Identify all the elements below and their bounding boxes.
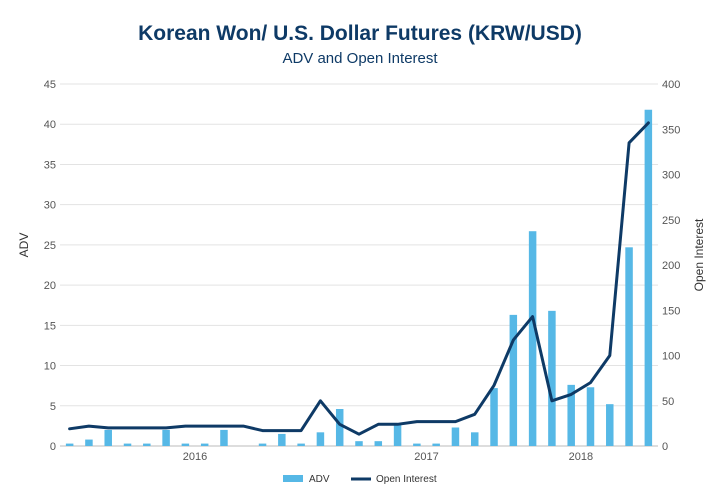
right-axis-title: Open Interest	[692, 218, 706, 291]
right-tick-label: 300	[662, 170, 680, 182]
right-tick-label: 0	[662, 441, 668, 453]
left-tick-label: 25	[44, 240, 56, 252]
adv-bar	[143, 443, 151, 446]
left-tick-label: 40	[44, 119, 56, 131]
adv-bar	[509, 314, 518, 446]
adv-bar	[490, 388, 498, 446]
adv-bar	[586, 387, 595, 446]
left-tick-label: 15	[44, 320, 56, 332]
right-tick-label: 250	[662, 215, 680, 227]
gridlines	[60, 83, 658, 447]
left-axis-ticks: 0 5 10 15 20 25 30 35 40 45	[44, 79, 56, 453]
right-tick-label: 100	[662, 351, 680, 363]
adv-bar	[220, 429, 228, 446]
adv-bar	[200, 443, 209, 446]
right-tick-label: 150	[662, 305, 680, 317]
left-tick-label: 20	[44, 280, 56, 292]
adv-bar	[606, 404, 614, 446]
adv-bar	[297, 443, 305, 446]
adv-bar	[528, 231, 537, 446]
legend: ADV Open Interest	[283, 474, 437, 485]
adv-bar	[316, 432, 325, 446]
left-tick-label: 0	[50, 441, 56, 453]
adv-bar	[104, 429, 112, 446]
chart-subtitle: ADV and Open Interest	[282, 50, 438, 67]
adv-bar	[432, 443, 440, 446]
adv-bar	[567, 384, 575, 446]
adv-bar	[625, 247, 633, 446]
adv-bar	[258, 443, 267, 446]
x-tick-label: 2017	[414, 451, 438, 463]
adv-bar	[181, 443, 190, 446]
x-tick-label: 2016	[183, 451, 207, 463]
left-axis-title: ADV	[17, 233, 31, 258]
legend-label-open-interest: Open Interest	[376, 474, 437, 485]
left-tick-label: 10	[44, 361, 56, 373]
left-tick-label: 30	[44, 200, 56, 212]
adv-bar	[413, 443, 421, 446]
adv-bar	[85, 439, 93, 446]
adv-bars	[65, 109, 653, 447]
open-interest-line-group	[68, 121, 650, 436]
adv-bar	[123, 443, 132, 446]
x-tick-label: 2018	[569, 451, 593, 463]
right-tick-label: 350	[662, 124, 680, 136]
x-axis-labels: 2016 2017 2018	[183, 451, 593, 463]
chart-title: Korean Won/ U.S. Dollar Futures (KRW/USD…	[138, 22, 582, 45]
open-interest-line	[68, 121, 650, 436]
adv-bar	[355, 441, 363, 446]
left-tick-label: 5	[50, 401, 56, 413]
legend-label-adv: ADV	[309, 474, 330, 485]
left-tick-label: 35	[44, 159, 56, 171]
adv-bar	[393, 425, 402, 446]
left-tick-label: 45	[44, 79, 56, 91]
adv-bar	[548, 310, 556, 446]
adv-bar	[335, 408, 344, 446]
right-axis-ticks: 0 50 100 150 200 250 300 350 400	[662, 79, 680, 453]
adv-bar	[278, 433, 286, 446]
adv-bar	[644, 109, 653, 447]
adv-bar	[470, 432, 479, 446]
adv-bar	[374, 441, 383, 446]
adv-bar	[162, 429, 170, 446]
legend-swatch-adv	[283, 475, 303, 482]
adv-bar	[451, 427, 460, 446]
adv-bar	[65, 443, 74, 446]
right-tick-label: 400	[662, 79, 680, 91]
right-tick-label: 50	[662, 396, 674, 408]
right-tick-label: 200	[662, 260, 680, 272]
